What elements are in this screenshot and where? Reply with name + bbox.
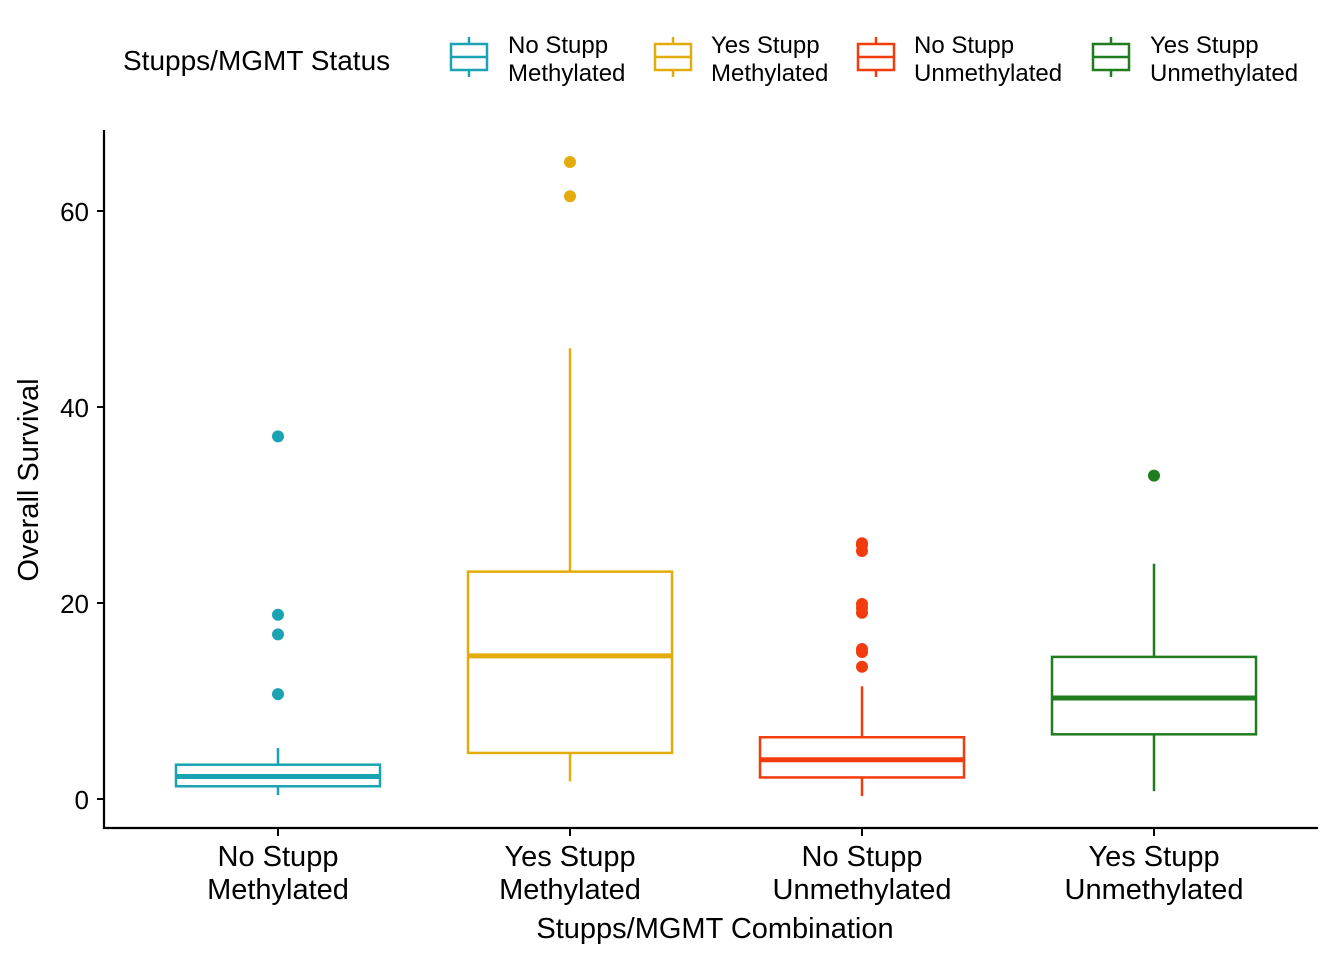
legend-title: Stupps/MGMT Status bbox=[123, 45, 390, 76]
x-tick-label-line2: Unmethylated bbox=[773, 874, 952, 906]
x-axis-title: Stupps/MGMT Combination bbox=[536, 913, 893, 945]
y-tick-label: 20 bbox=[60, 589, 89, 619]
box-3 bbox=[758, 537, 966, 797]
outlier-point bbox=[564, 156, 576, 168]
x-tick-label-line1: Yes Stupp bbox=[504, 841, 635, 873]
y-tick-label: 40 bbox=[60, 393, 89, 423]
outlier-point bbox=[272, 688, 284, 701]
legend-label-line2: Unmethylated bbox=[1150, 60, 1298, 87]
x-tick-label-line2: Unmethylated bbox=[1065, 874, 1244, 906]
boxes bbox=[174, 156, 1258, 797]
outlier-point bbox=[272, 430, 284, 443]
y-tick-label: 0 bbox=[75, 785, 89, 815]
y-tick-label: 60 bbox=[60, 197, 89, 227]
outlier-point bbox=[856, 643, 868, 656]
y-axis-title: Overall Survival bbox=[13, 378, 45, 581]
outlier-point bbox=[564, 190, 576, 203]
box-2 bbox=[466, 156, 674, 782]
x-tick-label-line1: Yes Stupp bbox=[1088, 841, 1219, 873]
outlier-point bbox=[1148, 469, 1160, 482]
legend-label-line1: Yes Stupp bbox=[711, 32, 820, 59]
legend: Stupps/MGMT Status No StuppMethylatedYes… bbox=[123, 32, 1298, 87]
box-iqr bbox=[466, 570, 674, 755]
x-tick-label-line2: Methylated bbox=[499, 874, 641, 906]
legend-label-line2: Methylated bbox=[508, 60, 625, 87]
legend-label-line2: Unmethylated bbox=[914, 60, 1062, 87]
x-tick-label-line2: Methylated bbox=[207, 874, 349, 906]
box-4 bbox=[1050, 469, 1258, 792]
box-1 bbox=[174, 430, 382, 796]
outlier-point bbox=[856, 660, 868, 673]
legend-label-line1: Yes Stupp bbox=[1150, 32, 1259, 59]
x-tick-label-line1: No Stupp bbox=[802, 841, 923, 873]
x-tick-label-line1: No Stupp bbox=[218, 841, 339, 873]
outlier-point bbox=[272, 628, 284, 641]
legend-label-line2: Methylated bbox=[711, 60, 828, 87]
outlier-point bbox=[856, 537, 868, 550]
outlier-point bbox=[856, 597, 868, 610]
legend-label-line1: No Stupp bbox=[914, 32, 1014, 59]
y-ticks: 0 20 40 60 bbox=[60, 197, 104, 815]
outlier-point bbox=[272, 608, 284, 621]
legend-label-line1: No Stupp bbox=[508, 32, 608, 59]
